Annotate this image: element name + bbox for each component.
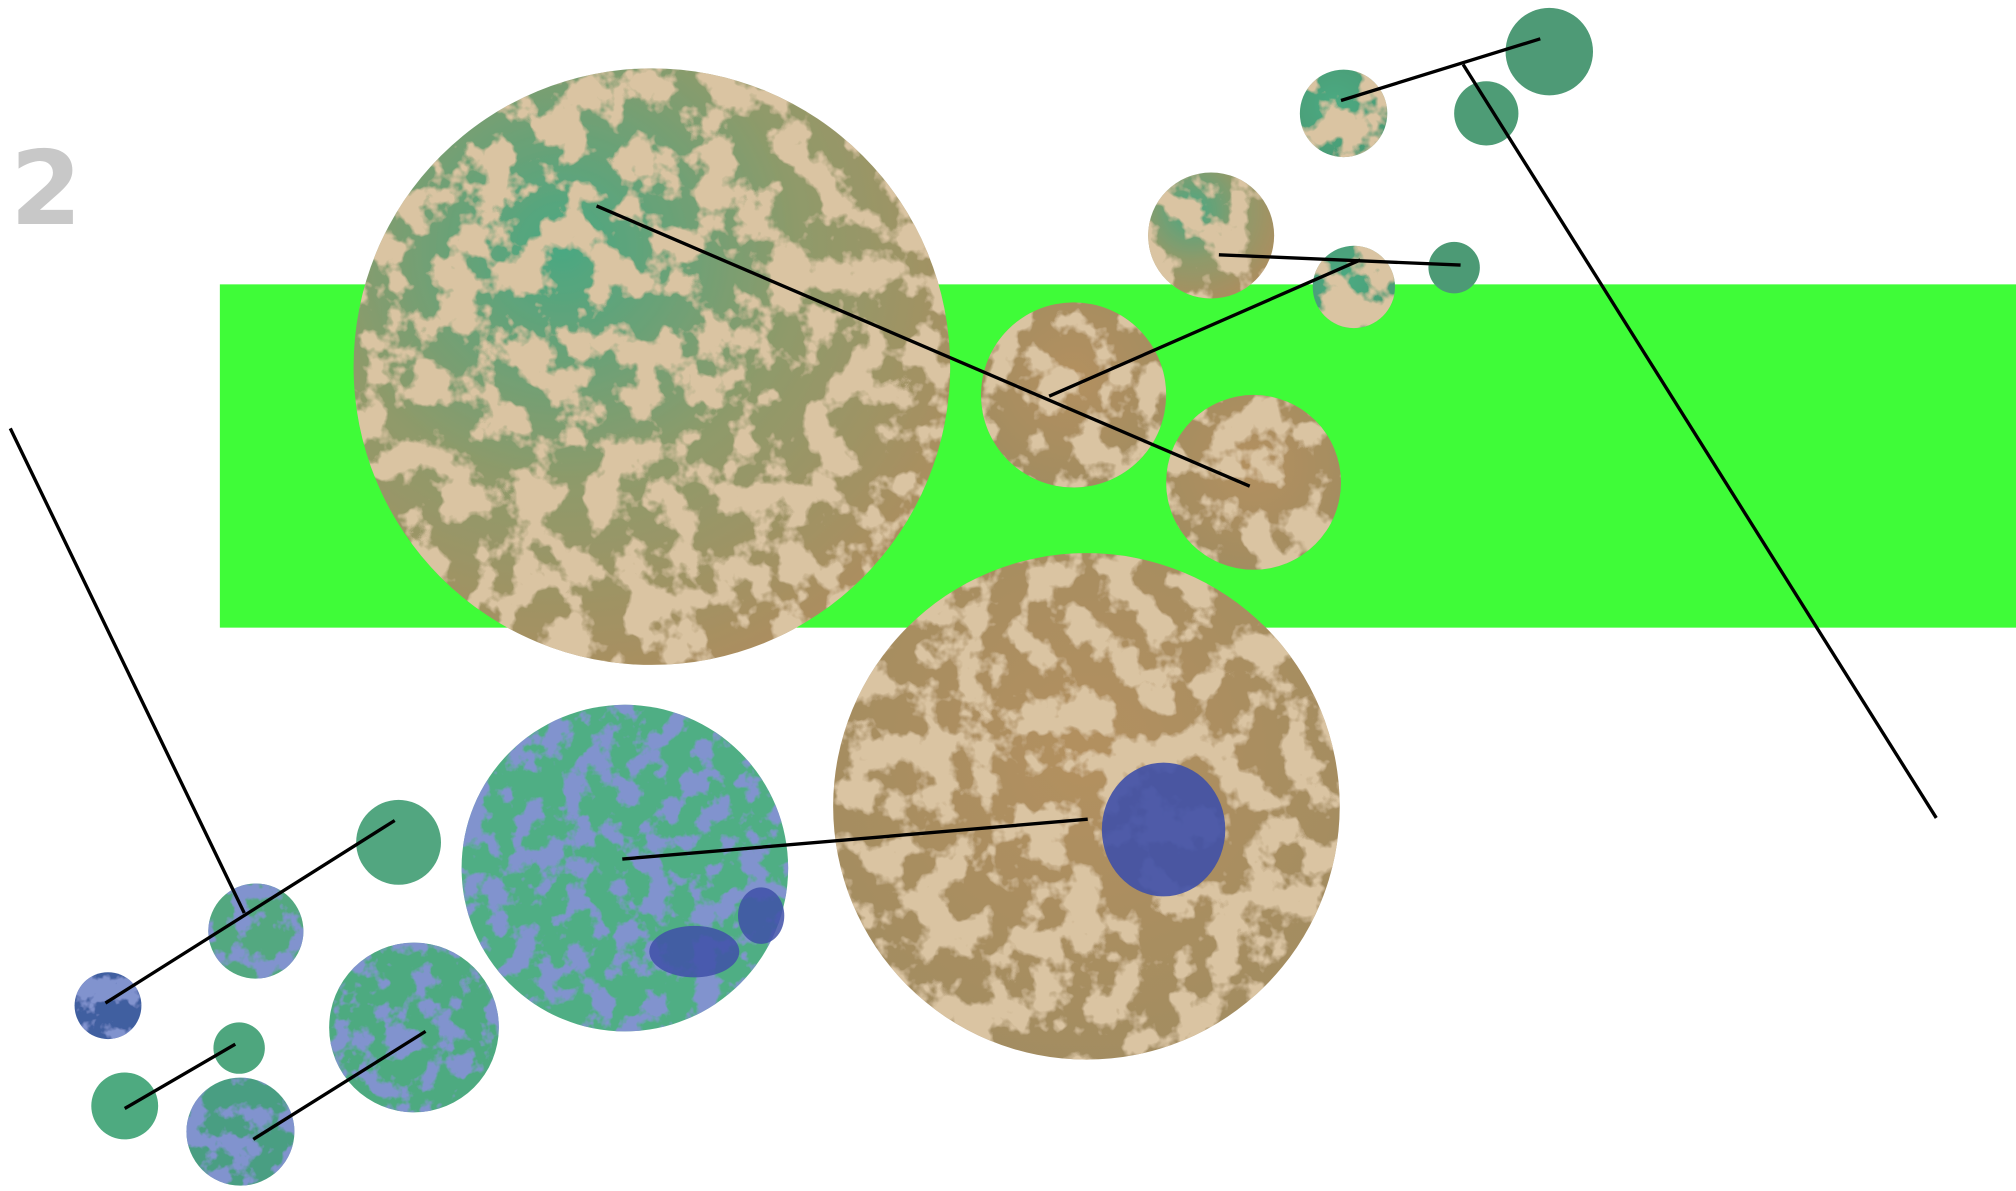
blue-patch [1101,762,1226,897]
connector [1218,253,1461,267]
circle [91,1072,159,1140]
blue-patch [649,925,740,978]
circle [353,68,951,665]
connector [252,1029,427,1141]
connector [622,817,1088,861]
connector [595,204,1251,488]
connector [1461,63,1938,819]
circle [1428,241,1480,294]
connector [1340,37,1541,103]
connector [123,1042,237,1110]
tan-circles [353,68,1395,1060]
circle [981,302,1167,488]
blue-patch [738,887,785,944]
circle [356,799,441,885]
circle [1299,69,1388,158]
circle [461,704,789,1032]
connector [1048,258,1361,398]
circle [1505,7,1593,96]
connector [8,427,246,914]
circle [208,883,304,979]
connector [104,819,396,1005]
circle [186,1077,295,1186]
green-circles [91,7,1593,1140]
circle [1312,245,1395,329]
connectors [8,37,1938,1141]
circle [1148,172,1275,299]
circle [213,1022,265,1074]
circle [74,972,142,1040]
circle [329,942,499,1113]
circle [1166,394,1341,570]
figure-number: 2 [10,130,82,249]
circle [833,553,1340,1060]
